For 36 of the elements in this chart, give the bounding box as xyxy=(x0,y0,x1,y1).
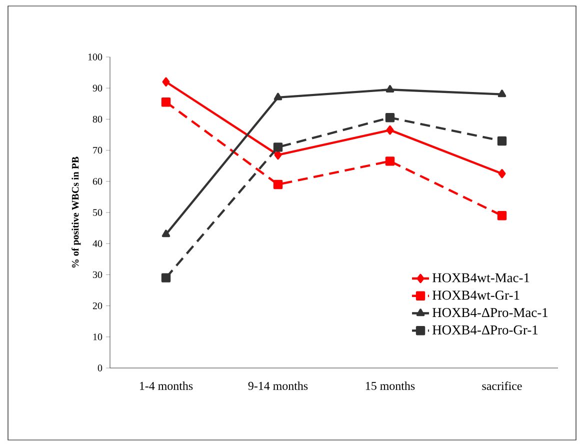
point xyxy=(385,156,395,166)
legend-label: HOXB4wt-Gr-1 xyxy=(432,290,520,300)
y-tick-label: 60 xyxy=(92,178,102,185)
point xyxy=(498,90,506,98)
point xyxy=(274,92,282,100)
x-tick-label: 15 months xyxy=(366,382,415,390)
legend-label: HOXB4wt-Mac-1 xyxy=(432,273,530,282)
point xyxy=(161,273,171,282)
y-axis-title: % of positive WBCs in PB xyxy=(72,156,81,268)
point xyxy=(386,125,394,135)
y-tick-label: 20 xyxy=(92,302,102,310)
point xyxy=(497,211,507,220)
point xyxy=(385,113,395,122)
y-tick-label: 40 xyxy=(92,240,102,247)
point xyxy=(274,150,282,160)
y-tick-label: 50 xyxy=(93,209,102,216)
point xyxy=(162,77,170,86)
x-tick-label: 1-4 months xyxy=(140,382,193,390)
y-tick-label: 100 xyxy=(88,54,102,60)
y-tick-label: 0 xyxy=(98,364,102,372)
x-tick-label: sacrifice xyxy=(482,382,522,390)
point xyxy=(497,136,507,146)
y-tick-label: 90 xyxy=(92,84,102,92)
legend-label: HOXB4-ΔPro-Gr-1 xyxy=(432,325,538,334)
legend-label: HOXB4-ΔPro-Mac-1 xyxy=(432,308,548,318)
point xyxy=(273,180,283,190)
point xyxy=(162,230,170,238)
point xyxy=(498,169,506,178)
y-tick-label: 10 xyxy=(93,334,102,340)
y-tick-label: 80 xyxy=(92,116,102,123)
point xyxy=(161,97,171,107)
x-tick-label: 9-14 months xyxy=(248,382,308,390)
y-tick-label: 70 xyxy=(93,146,102,154)
point xyxy=(273,142,283,152)
point xyxy=(386,85,394,92)
y-tick-label: 30 xyxy=(93,271,102,278)
